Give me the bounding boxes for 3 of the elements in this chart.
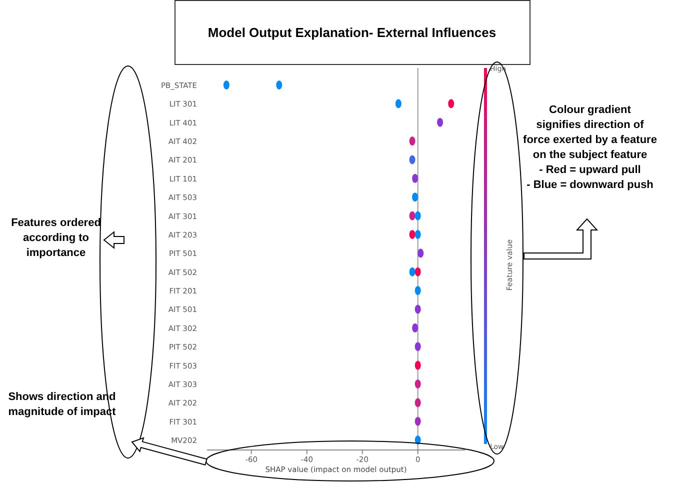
point [276,80,282,90]
text: Colour gradient signifies direction of force exerted by a feature on the subject feature - Red = upward pull - Blue = downward push [523,104,657,191]
chart-title: Model Output Explanation- External Influences [208,25,496,40]
